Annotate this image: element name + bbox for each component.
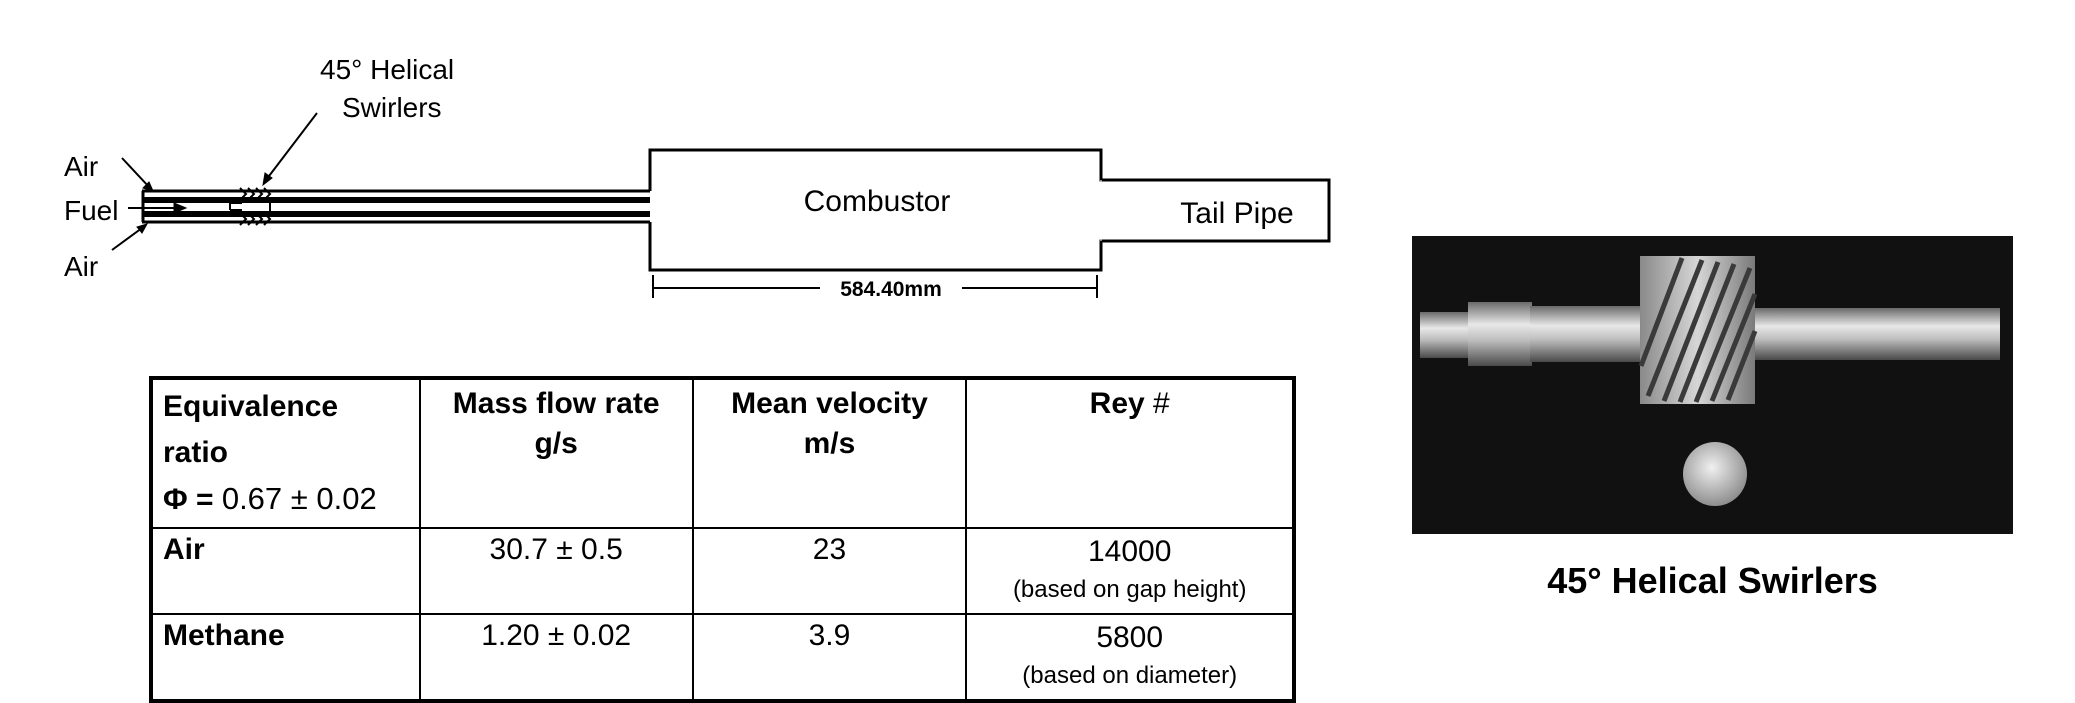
air-reynolds: 14000 (based on gap height)	[965, 527, 1295, 615]
row-label-air: Air	[150, 527, 421, 615]
dimension-label: 584.40mm	[840, 278, 942, 301]
mean-velocity-header: Mean velocity m/s	[691, 377, 968, 529]
swirler-band	[229, 187, 272, 226]
fuel-arrow-head	[173, 202, 188, 214]
air-inlet-bottom-label: Air	[64, 251, 98, 282]
mean-velocity-label: Mean velocity	[731, 387, 928, 420]
methane-reynolds: 5800 (based on diameter)	[965, 613, 1295, 702]
equivalence-ratio-header: Equivalence ratio Φ = 0.67 ± 0.02	[150, 377, 421, 529]
air-top-leader	[121, 157, 151, 189]
air-reynolds-note: (based on gap height)	[1012, 576, 1247, 603]
table-row: Methane 1.20 ± 0.02 3.9 5800 (based on d…	[150, 613, 1295, 702]
coin-scale-reference	[1683, 442, 1747, 506]
phi-symbol: Φ =	[163, 483, 214, 516]
swirler-arrow-head	[262, 172, 273, 187]
air-mass-flow: 30.7 ± 0.5	[418, 527, 694, 615]
swirler-leader-line	[265, 112, 318, 181]
reynolds-label: Rey	[1089, 387, 1145, 420]
row-label-methane: Methane	[150, 613, 421, 702]
mass-flow-unit: g/s	[534, 427, 578, 460]
methane-reynolds-value: 5800	[1096, 621, 1164, 654]
table-header-row: Equivalence ratio Φ = 0.67 ± 0.02 Mass f…	[150, 377, 1295, 529]
swirler-label-line2: Swirlers	[342, 92, 442, 123]
combustor-outline	[648, 148, 1331, 272]
dimension-line	[652, 275, 1098, 298]
air-top-arrow-head	[142, 181, 154, 192]
methane-velocity: 3.9	[691, 613, 968, 702]
combustor-label: Combustor	[804, 185, 951, 218]
air-bottom-leader	[111, 227, 143, 251]
methane-mass-flow: 1.20 ± 0.02	[418, 613, 694, 702]
flow-conditions-table: Equivalence ratio Φ = 0.67 ± 0.02 Mass f…	[149, 376, 1296, 703]
table-row: Air 30.7 ± 0.5 23 14000 (based on gap he…	[150, 527, 1295, 615]
mass-flow-label: Mass flow rate	[452, 387, 660, 420]
swirler-label-line1: 45° Helical	[320, 54, 454, 85]
air-inlet-top-label: Air	[64, 151, 98, 182]
air-reynolds-value: 14000	[1087, 535, 1172, 568]
combustor-schematic: 45° Helical Swirlers Air Fuel Air Combus…	[64, 54, 1331, 301]
swirler-part	[1420, 256, 2000, 404]
fuel-inlet-label: Fuel	[64, 195, 118, 226]
mass-flow-header: Mass flow rate g/s	[418, 377, 694, 529]
reynolds-hash: #	[1153, 387, 1170, 420]
equivalence-ratio-label: Equivalence ratio	[163, 390, 339, 469]
photo-caption: 45° Helical Swirlers	[1547, 560, 1878, 601]
air-velocity: 23	[691, 527, 968, 615]
air-bottom-arrow-head	[136, 223, 149, 234]
swirler-photo	[1412, 236, 2013, 534]
reynolds-header: Rey #	[965, 377, 1295, 529]
phi-value: 0.67 ± 0.02	[221, 481, 377, 516]
mean-velocity-unit: m/s	[803, 427, 856, 460]
tail-pipe-label: Tail Pipe	[1180, 197, 1293, 230]
